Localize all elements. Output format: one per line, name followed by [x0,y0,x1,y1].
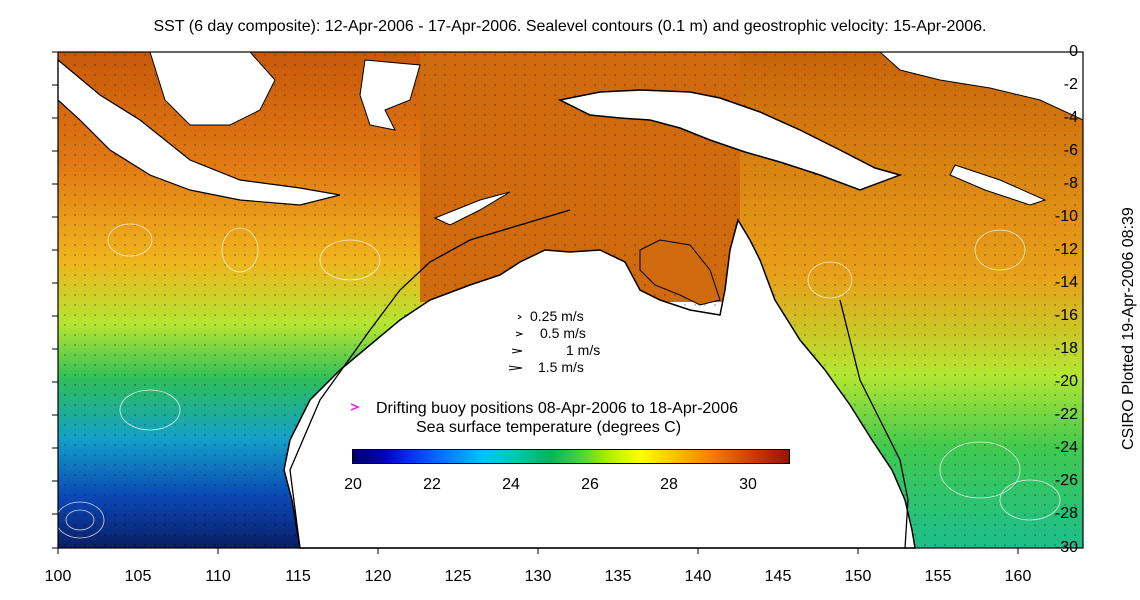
sulawesi-landmass [359,59,421,131]
sealevel-contours [55,223,1061,539]
x-tick-label: 150 [844,568,872,585]
buoy-marker [350,403,360,411]
colorbar [352,449,790,464]
colorbar-tick-label: 30 [739,476,757,493]
y-tick-label: -18 [1054,340,1078,357]
y-tick-label: -12 [1054,241,1078,258]
australia-landmass [283,218,916,549]
y-tick-label: -20 [1054,373,1078,390]
buoy-legend-text: Drifting buoy positions 08-Apr-2006 to 1… [376,400,738,417]
y-tick-label: -4 [1063,109,1078,126]
velocity-legend-label: 1 m/s [566,342,601,358]
x-tick-label: 140 [684,568,712,585]
x-tick-label: 135 [604,568,632,585]
y-tick-label: -2 [1063,76,1078,93]
y-tick-label: -10 [1054,208,1078,225]
velocity-legend-label: 1.5 m/s [538,359,584,375]
colorbar-tick-label: 22 [423,476,441,493]
gulf-carpentaria [639,239,721,306]
y-tick-label: -24 [1054,439,1078,456]
borneo-sulawesi-landmass [149,51,276,126]
x-tick-label: 105 [124,568,152,585]
sumatra-java-landmass [57,58,341,206]
plotted-date-label: CSIRO Plotted 19-Apr-2006 08:39 [1120,207,1137,450]
y-tick-label: -6 [1063,142,1078,159]
colorbar-tick-label: 28 [660,476,678,493]
colorbar-tick-label: 20 [344,476,362,493]
y-tick-label: -8 [1063,175,1078,192]
x-tick-label: 110 [205,568,231,585]
x-tick-label: 125 [444,568,472,585]
x-tick-label: 155 [924,568,952,585]
velocity-legend-label: 0.5 m/s [540,325,586,341]
x-tick-label: 145 [764,568,792,585]
y-tick-label: -26 [1054,472,1078,489]
x-tick-label: 160 [1004,568,1032,585]
velocity-legend-label: 0.25 m/s [530,308,584,324]
colorbar-title: Sea surface temperature (degrees C) [416,419,682,436]
colorbar-tick-label: 24 [502,476,520,493]
y-tick-label: -30 [1054,539,1078,556]
x-tick-label: 100 [44,568,72,585]
y-tick-label: -14 [1054,274,1078,291]
new-guinea-landmass [557,89,903,191]
timor-landmass [433,191,511,226]
x-tick-label: 115 [285,568,311,585]
solomon-islands-landmass [949,164,1047,206]
velocity-legend-arrows [508,314,524,371]
shelf-contour [289,209,571,549]
east-shelf-contour [839,299,909,549]
tick-marks [52,51,1019,554]
y-tick-label: -28 [1054,505,1078,522]
y-tick-label: -16 [1054,307,1078,324]
map-title: SST (6 day composite): 12-Apr-2006 - 17-… [153,18,987,35]
plot-frame [57,51,1084,549]
colorbar-tick-label: 26 [581,476,599,493]
x-tick-label: 120 [364,568,392,585]
y-tick-label: 0 [1069,43,1078,60]
x-tick-label: 130 [524,568,552,585]
y-tick-label: -22 [1054,406,1078,423]
